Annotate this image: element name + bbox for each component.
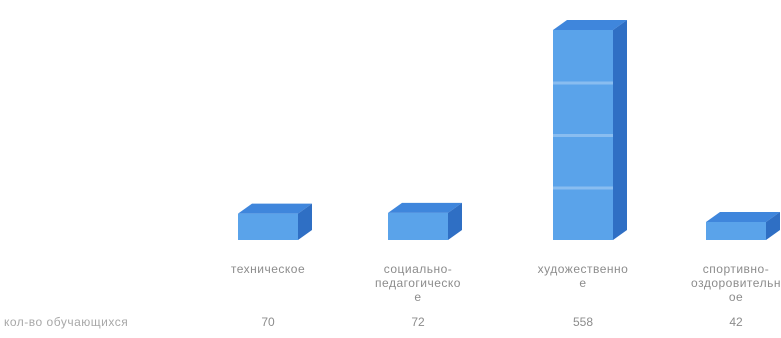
category-label-4: спортивно-оздоровительн ое xyxy=(676,262,781,304)
category-label-1: техническое xyxy=(208,262,328,276)
category-label-line: педагогическо xyxy=(375,276,461,290)
value-label-4: 42 xyxy=(729,315,743,329)
bar-side xyxy=(766,212,780,240)
bar-top xyxy=(553,20,627,30)
bar-front xyxy=(238,213,298,240)
bar-2 xyxy=(388,202,462,240)
bar-3 xyxy=(553,20,627,240)
category-label-line: е xyxy=(414,290,422,304)
bar-top xyxy=(388,202,462,213)
bar-1 xyxy=(238,203,312,240)
category-label-line: ое xyxy=(728,290,744,304)
bar-band xyxy=(553,186,613,190)
bar-side xyxy=(448,202,462,240)
category-label-3: художественно е xyxy=(523,262,643,290)
category-label-line: художественно xyxy=(537,262,629,276)
bar-top xyxy=(238,203,312,214)
value-label-1: 70 xyxy=(261,315,275,329)
category-label-line: техническое xyxy=(230,262,306,276)
bar-band xyxy=(553,81,613,85)
bar-front xyxy=(706,222,766,240)
bar-band xyxy=(553,134,613,137)
bar-4 xyxy=(706,212,780,240)
category-label-2: социально-педагогическо е xyxy=(358,262,478,304)
category-label-line: оздоровительн xyxy=(691,276,781,290)
bar-front xyxy=(388,212,448,240)
value-label-2: 72 xyxy=(411,315,425,329)
bar-side xyxy=(613,20,627,240)
series-name-label: кол-во обучающихся xyxy=(4,315,129,329)
category-label-line: социально- xyxy=(383,262,453,276)
bar-side xyxy=(298,203,312,240)
bar-top xyxy=(706,212,780,222)
category-label-line: спортивно- xyxy=(702,262,770,276)
category-label-line: е xyxy=(579,276,587,290)
value-label-3: 558 xyxy=(572,315,594,329)
